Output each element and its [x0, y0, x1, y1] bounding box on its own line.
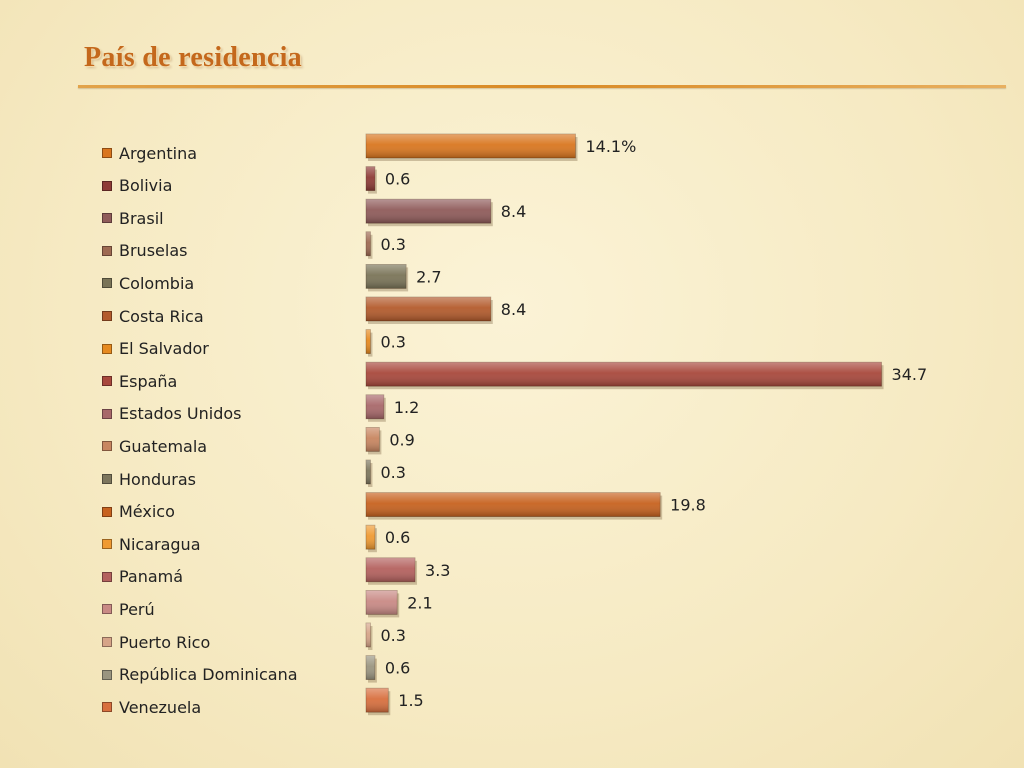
- bar-gloss: [366, 264, 407, 289]
- bar-gloss: [366, 166, 375, 191]
- value-label-bruselas: 0.3: [380, 235, 405, 254]
- legend-item-republica-dominicana: República Dominicana: [102, 665, 298, 685]
- legend-item-colombia: Colombia: [102, 273, 194, 293]
- legend-swatch: [102, 539, 112, 550]
- legend-item-panama: Panamá: [102, 567, 183, 587]
- legend-label: Honduras: [119, 469, 196, 489]
- legend-swatch: [102, 669, 112, 680]
- value-label-nicaragua: 0.6: [385, 528, 410, 547]
- bar-gloss: [366, 329, 371, 354]
- bar-gloss: [366, 199, 491, 224]
- legend-item-guatemala: Guatemala: [102, 436, 207, 456]
- legend-item-brasil: Brasil: [102, 208, 164, 228]
- legend-swatch: [102, 506, 112, 517]
- legend-item-bruselas: Bruselas: [102, 241, 187, 261]
- legend-swatch: [102, 702, 112, 713]
- value-label-colombia: 2.7: [416, 267, 441, 286]
- bar-gloss: [366, 655, 375, 680]
- value-label-argentina: 14.1%: [585, 137, 636, 156]
- title-divider: [78, 85, 1006, 88]
- legend-swatch: [102, 376, 112, 387]
- bar-gloss: [366, 688, 389, 713]
- value-label-republica-dominicana: 0.6: [385, 659, 410, 678]
- legend-item-bolivia: Bolivia: [102, 176, 172, 196]
- value-label-el-salvador: 0.3: [380, 333, 405, 352]
- legend-item-honduras: Honduras: [102, 469, 196, 489]
- legend-label: Brasil: [119, 208, 164, 228]
- value-label-peru: 2.1: [407, 593, 432, 612]
- legend-item-espana: España: [102, 371, 177, 391]
- bars-group: 14.1% 0.6 8.4 0.3 2.7 8.4 0.3 34.7 1.2 0.9 0.3 19.8…: [365, 133, 928, 716]
- legend-swatch: [102, 637, 112, 647]
- legend-label: México: [119, 502, 175, 522]
- legend-label: Guatemala: [119, 436, 208, 456]
- legend-item-mexico: México: [102, 502, 175, 522]
- value-label-panama: 3.3: [425, 561, 450, 580]
- bar-gloss: [366, 134, 576, 158]
- legend-label: Costa Rica: [119, 306, 204, 326]
- legend-label: Venezuela: [119, 697, 202, 717]
- legend-swatch: [102, 311, 112, 321]
- legend-item-costa-rica: Costa Rica: [102, 306, 204, 326]
- bar-gloss: [366, 231, 371, 256]
- bar-gloss: [366, 427, 380, 452]
- legend-swatch: [102, 408, 112, 419]
- bar-gloss: [366, 525, 375, 550]
- legend-label: Bolivia: [119, 176, 173, 196]
- legend-item-el-salvador: El Salvador: [102, 339, 209, 359]
- legend-label: Argentina: [119, 143, 198, 163]
- legend-label: Perú: [119, 599, 155, 619]
- legend-label: Estados Unidos: [119, 404, 242, 424]
- legend-label: Panamá: [119, 567, 184, 587]
- legend-swatch: [102, 148, 112, 158]
- legend-label: Nicaragua: [119, 534, 201, 554]
- legend-swatch: [102, 180, 112, 191]
- bar-gloss: [366, 460, 371, 484]
- legend-swatch: [102, 604, 112, 615]
- legend-swatch: [102, 571, 112, 582]
- bar-gloss: [366, 492, 661, 517]
- legend-label: El Salvador: [119, 339, 209, 359]
- value-label-mexico: 19.8: [670, 496, 706, 515]
- legend-label: Puerto Rico: [119, 632, 211, 652]
- value-label-bolivia: 0.6: [385, 170, 410, 189]
- bar-gloss: [366, 297, 491, 321]
- legend-item-peru: Perú: [102, 599, 155, 619]
- value-label-puerto-rico: 0.3: [380, 626, 405, 645]
- value-label-venezuela: 1.5: [398, 691, 423, 710]
- value-label-costa-rica: 8.4: [501, 300, 526, 319]
- bar-gloss: [366, 590, 398, 615]
- bar-gloss: [366, 362, 882, 387]
- legend-swatch: [102, 441, 112, 452]
- value-label-brasil: 8.4: [501, 202, 526, 221]
- bar-gloss: [366, 623, 371, 647]
- legend-swatch: [102, 278, 112, 289]
- legend-swatch: [102, 343, 112, 354]
- legend-swatch: [102, 213, 112, 224]
- legend-item-puerto-rico: Puerto Rico: [102, 632, 210, 652]
- legend-item-argentina: Argentina: [102, 143, 197, 163]
- legend-label: España: [119, 371, 178, 391]
- legend-swatch: [102, 474, 112, 484]
- legend-label: Bruselas: [119, 241, 188, 261]
- bar-gloss: [366, 394, 384, 419]
- slide-title: País de residencia: [84, 42, 302, 73]
- value-label-estados-unidos: 1.2: [394, 398, 419, 417]
- legend-item-estados-unidos: Estados Unidos: [102, 404, 241, 424]
- value-label-espana: 34.7: [892, 365, 928, 384]
- value-label-honduras: 0.3: [380, 463, 405, 482]
- legend-swatch: [102, 245, 112, 256]
- chart-legend: Argentina Bolivia Brasil Bruselas Colombia Co…: [102, 0, 342, 768]
- legend-item-venezuela: Venezuela: [102, 697, 201, 717]
- legend-item-nicaragua: Nicaragua: [102, 534, 201, 554]
- legend-label: Colombia: [119, 273, 195, 293]
- bar-gloss: [366, 557, 416, 582]
- legend-label: República Dominicana: [119, 665, 298, 685]
- value-label-guatemala: 0.9: [389, 430, 414, 449]
